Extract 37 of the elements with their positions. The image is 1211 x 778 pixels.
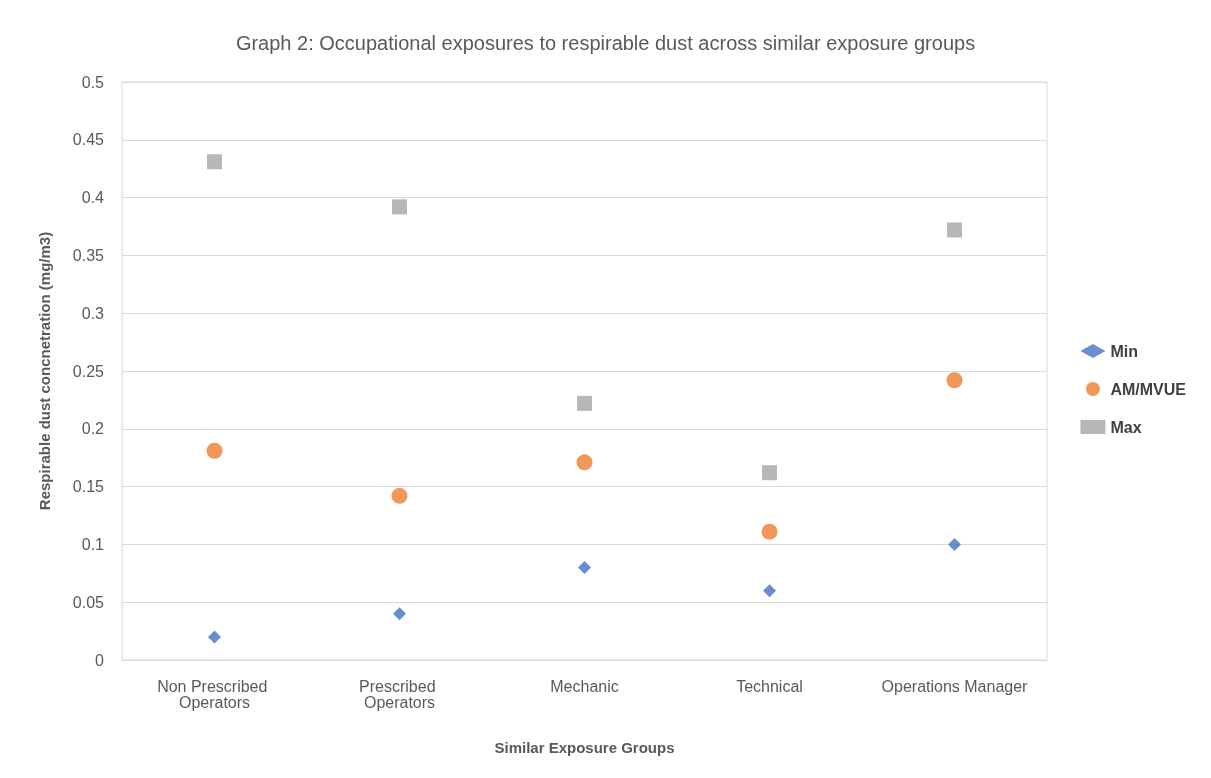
point [576, 454, 593, 471]
point [207, 154, 222, 170]
x-tick-label: Operations Manager [881, 677, 1029, 695]
y-tick-label: 0.3 [81, 304, 105, 322]
point [946, 372, 963, 389]
y-tick-label: 0.1 [81, 535, 105, 553]
y-tick-label: 0.05 [72, 593, 105, 611]
x-tick-label: Technical [736, 677, 803, 695]
point [578, 561, 591, 575]
point [206, 442, 223, 459]
point [393, 607, 406, 621]
x-tick-label: Prescribed Operators [359, 677, 440, 711]
point [577, 395, 592, 411]
x-tick-label: Mechanic [550, 677, 619, 695]
y-tick-label: 0 [95, 651, 105, 669]
point [762, 465, 777, 481]
y-axis-title: Respirable dust concnetration (mg/m3) [36, 231, 53, 511]
x-tick-label: Non Prescribed Operators [157, 677, 272, 711]
y-tick-label: 0.5 [81, 73, 105, 91]
x-axis-title: Similar Exposure Groups [494, 739, 675, 756]
legend-label: Min [1110, 342, 1138, 360]
y-tick-label: 0.15 [72, 478, 105, 496]
point [761, 523, 778, 540]
y-tick-label: 0.35 [72, 246, 105, 264]
point [208, 630, 221, 644]
point [947, 222, 962, 238]
y-tick-label: 0.45 [72, 131, 105, 149]
legend-label: AM/MVUE [1110, 380, 1187, 398]
point [948, 537, 961, 551]
y-tick-label: 0.2 [81, 420, 105, 438]
point [391, 487, 408, 504]
point [392, 199, 407, 215]
point [763, 584, 776, 598]
legend-label: Max [1110, 418, 1142, 436]
chart-title: Graph 2: Occupational exposures to respirable dust across similar exposure groups [235, 32, 976, 54]
y-tick-label: 0.4 [81, 189, 105, 207]
y-tick-label: 0.25 [72, 362, 105, 380]
